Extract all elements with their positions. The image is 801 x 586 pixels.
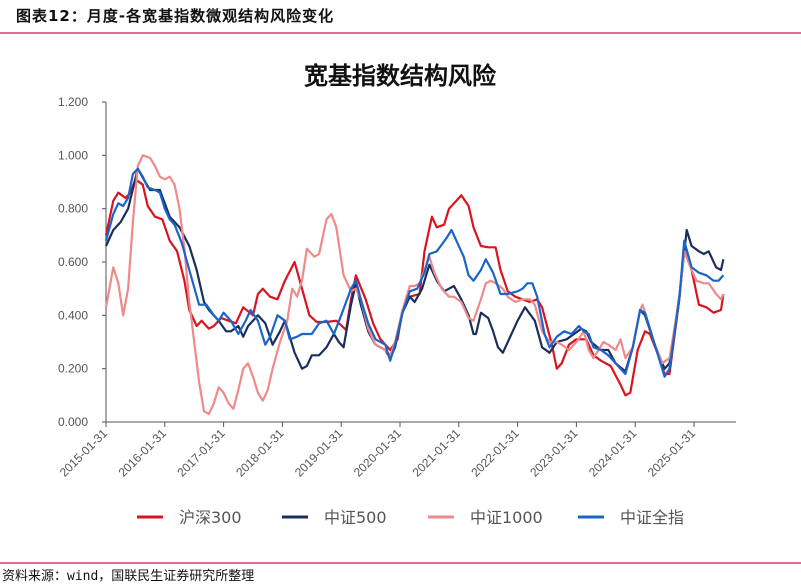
bottom-divider xyxy=(0,562,801,564)
line-chart: 宽基指数结构风险 0.000 0.200 0.400 0.600 0.800 1.000 1… xyxy=(57,61,736,527)
y-tick-label: 0.000 xyxy=(58,415,88,429)
x-tick-label: 2020-01-31 xyxy=(351,426,405,480)
x-tick-label: 2022-01-31 xyxy=(468,426,522,480)
series-line-1 xyxy=(104,167,725,373)
x-tick-label: 2021-01-31 xyxy=(410,426,464,480)
x-tick-label: 2017-01-31 xyxy=(174,426,228,480)
x-tick-label: 2024-01-31 xyxy=(586,426,640,480)
series-line-2 xyxy=(104,154,725,416)
series-line-0 xyxy=(104,178,725,397)
legend-label: 中证1000 xyxy=(470,508,543,527)
legend-label: 中证全指 xyxy=(620,508,684,527)
y-tick-label: 0.400 xyxy=(58,308,88,322)
x-tick-label: 2023-01-31 xyxy=(527,426,581,480)
y-tick-label: 1.000 xyxy=(58,148,88,162)
y-tick-label: 1.200 xyxy=(58,95,88,109)
x-tick-label: 2015-01-31 xyxy=(57,426,111,480)
x-tick-label: 2025-01-31 xyxy=(645,426,699,480)
y-tick-label: 0.800 xyxy=(58,202,88,216)
legend-label: 中证500 xyxy=(324,508,387,527)
x-tick-label: 2016-01-31 xyxy=(116,426,170,480)
y-tick-label: 0.600 xyxy=(58,255,88,269)
x-tick-label: 2018-01-31 xyxy=(233,426,287,480)
figure-title: 图表12：月度-各宽基指数微观结构风险变化 xyxy=(16,7,335,25)
x-tick-label: 2019-01-31 xyxy=(292,426,346,480)
y-tick-label: 0.200 xyxy=(58,362,88,376)
series-line-3 xyxy=(104,167,725,378)
chart-title: 宽基指数结构风险 xyxy=(304,61,497,90)
top-divider xyxy=(0,32,801,34)
legend-label: 沪深300 xyxy=(179,508,242,527)
source-note: 资料来源：wind，国联民生证券研究所整理 xyxy=(2,569,255,584)
